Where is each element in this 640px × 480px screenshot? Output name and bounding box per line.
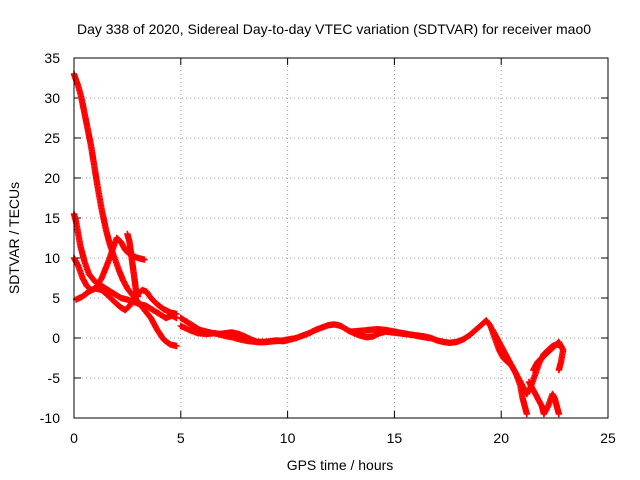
data-point bbox=[523, 410, 531, 418]
y-tick-label: -5 bbox=[48, 370, 61, 386]
x-tick-label: 25 bbox=[600, 430, 616, 446]
x-tick-label: 20 bbox=[493, 430, 509, 446]
x-tick-label: 0 bbox=[70, 430, 78, 446]
y-tick-label: 20 bbox=[44, 170, 60, 186]
data-point bbox=[141, 256, 148, 263]
y-tick-label: 0 bbox=[52, 330, 60, 346]
plot-frame bbox=[73, 57, 609, 419]
data-point bbox=[555, 366, 563, 374]
y-tick-label: 30 bbox=[44, 90, 60, 106]
y-axis-label: SDTVAR / TECUs bbox=[6, 182, 22, 294]
y-tick-label: 15 bbox=[44, 210, 60, 226]
grid bbox=[74, 58, 608, 418]
x-tick-label: 10 bbox=[280, 430, 296, 446]
data-point bbox=[134, 293, 142, 300]
y-tick-label: 10 bbox=[44, 250, 60, 266]
axis-ticks: 0 5 10 15 20 25 -10 -5 0 5 10 15 20 25 30 35 bbox=[40, 50, 616, 446]
data-point bbox=[425, 334, 432, 342]
data-points bbox=[70, 70, 567, 418]
y-tick-label: -10 bbox=[40, 410, 60, 426]
data-point bbox=[173, 342, 180, 350]
data-point bbox=[288, 335, 296, 342]
y-tick-label: 35 bbox=[44, 50, 60, 66]
chart-title: Day 338 of 2020, Sidereal Day-to-day VTE… bbox=[77, 21, 591, 37]
y-tick-label: 5 bbox=[52, 290, 60, 306]
y-tick-label: 25 bbox=[44, 130, 60, 146]
x-axis-label: GPS time / hours bbox=[287, 457, 394, 473]
x-tick-label: 5 bbox=[177, 430, 185, 446]
x-tick-label: 15 bbox=[387, 430, 403, 446]
data-point bbox=[555, 410, 563, 418]
data-point bbox=[173, 310, 180, 318]
